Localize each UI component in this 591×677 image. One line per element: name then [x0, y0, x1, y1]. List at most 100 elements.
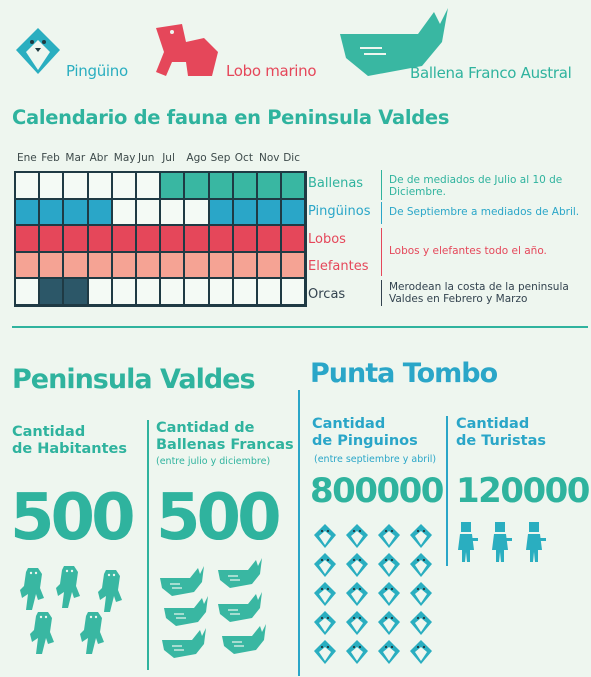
penguin-icon: [346, 553, 368, 577]
penguin-icon: [378, 524, 400, 548]
month-label: Jun: [138, 152, 155, 164]
penguin-icon: [346, 640, 368, 664]
pinguinos-sub: (entre septiembre y abril): [314, 454, 437, 465]
grid-cell: [282, 226, 305, 251]
grid-cell: [40, 226, 63, 251]
person-icon: [98, 570, 122, 612]
tombo-inner-separator: [446, 416, 448, 566]
habitantes-value: 500: [10, 481, 136, 555]
grid-cell: [64, 279, 87, 304]
sealion-icon: [156, 24, 218, 76]
grid-cell: [112, 199, 135, 224]
divider: [12, 326, 588, 328]
penguin-icon: [378, 582, 400, 606]
ballenas-label: Cantidad de Ballenas Francas: [156, 420, 294, 454]
grid-cell: [40, 199, 63, 224]
grid-cell: [40, 252, 63, 277]
description-bracket: [381, 280, 382, 306]
penguin-icon: [378, 553, 400, 577]
whale-icon: [218, 558, 262, 588]
penguin-icon: [378, 611, 400, 635]
grid-cell: [185, 279, 208, 304]
turistas-label-2: de Turistas: [456, 433, 546, 449]
grid-cell: [161, 279, 184, 304]
grid-cell: [233, 199, 256, 224]
whale-icon: [218, 592, 262, 622]
grid-cell: [258, 199, 281, 224]
grid-cell: [282, 173, 305, 198]
grid-cell: [137, 173, 160, 198]
grid-cell: [16, 279, 39, 304]
tombo-separator: [298, 390, 300, 676]
habitantes-label-1: Cantidad: [12, 424, 86, 440]
grid-cell: [137, 252, 160, 277]
penguin-icon: [410, 640, 432, 664]
grid-cell: [137, 226, 160, 251]
ballenas-sub: (entre julio y diciembre): [156, 456, 271, 467]
penguin-icon: [314, 640, 336, 664]
penguin-icon: [410, 524, 432, 548]
month-label: Ago: [186, 152, 207, 164]
grid-cell: [233, 173, 256, 198]
row-description: De Septiembre a mediados de Abril.: [389, 206, 580, 218]
person-icon: [30, 612, 54, 654]
month-label: Abr: [89, 152, 108, 164]
penguin-icon: [410, 582, 432, 606]
chart-title: Calendario de fauna en Peninsula Valdes: [12, 106, 450, 129]
grid-cell: [209, 252, 232, 277]
grid-cell: [137, 199, 160, 224]
grid-cell: [112, 279, 135, 304]
description-bracket: [381, 170, 382, 200]
penguin-icon: [378, 640, 400, 664]
row-label: Ballenas: [308, 176, 364, 191]
month-label: Mar: [65, 152, 86, 164]
grid-cell: [112, 173, 135, 198]
grid-cell: [185, 199, 208, 224]
grid-cell: [88, 226, 111, 251]
habitantes-label: Cantidad de Habitantes: [12, 424, 127, 458]
penguin-icon: [314, 582, 336, 606]
person-icon: [56, 566, 80, 608]
grid-cell: [88, 173, 111, 198]
grid-cell: [161, 252, 184, 277]
ballenas-value: 500: [156, 481, 282, 555]
pinguinos-value: 800000: [310, 471, 444, 511]
grid-cell: [282, 279, 305, 304]
row-label: Pingüinos: [308, 204, 371, 219]
description-bracket: [381, 228, 382, 276]
grid-cell: [64, 199, 87, 224]
pinguinos-label: Cantidad de Pinguinos: [312, 416, 418, 450]
tombo-heading: Punta Tombo: [310, 358, 498, 389]
penguin-icon: [16, 28, 60, 74]
grid-cell: [209, 199, 232, 224]
grid-cell: [258, 252, 281, 277]
tourist-icon: [526, 522, 546, 562]
grid-cell: [161, 173, 184, 198]
grid-cell: [209, 279, 232, 304]
row-label: Orcas: [308, 287, 346, 302]
grid-cell: [16, 252, 39, 277]
penguin-icon: [314, 553, 336, 577]
month-label: Sep: [210, 152, 231, 164]
grid-cell: [64, 226, 87, 251]
whale-icon: [340, 8, 448, 76]
month-label: Jul: [162, 152, 175, 164]
grid-cell: [161, 226, 184, 251]
grid-cell: [88, 279, 111, 304]
grid-cell: [16, 173, 39, 198]
valdes-separator: [147, 420, 149, 670]
legend-penguin: Pingüino: [66, 62, 128, 80]
grid-cell: [40, 279, 63, 304]
ballenas-label-1: Cantidad de: [156, 420, 255, 436]
month-label: Oct: [234, 152, 253, 164]
grid-cell: [282, 199, 305, 224]
grid-cell: [137, 279, 160, 304]
grid-cell: [209, 226, 232, 251]
row-label: Lobos: [308, 232, 346, 247]
whale-icon: [160, 566, 204, 596]
legend-sealion: Lobo marino: [226, 62, 317, 80]
description-bracket: [381, 202, 382, 224]
tourist-icon: [492, 522, 512, 562]
grid-cell: [40, 173, 63, 198]
grid-cell: [282, 252, 305, 277]
